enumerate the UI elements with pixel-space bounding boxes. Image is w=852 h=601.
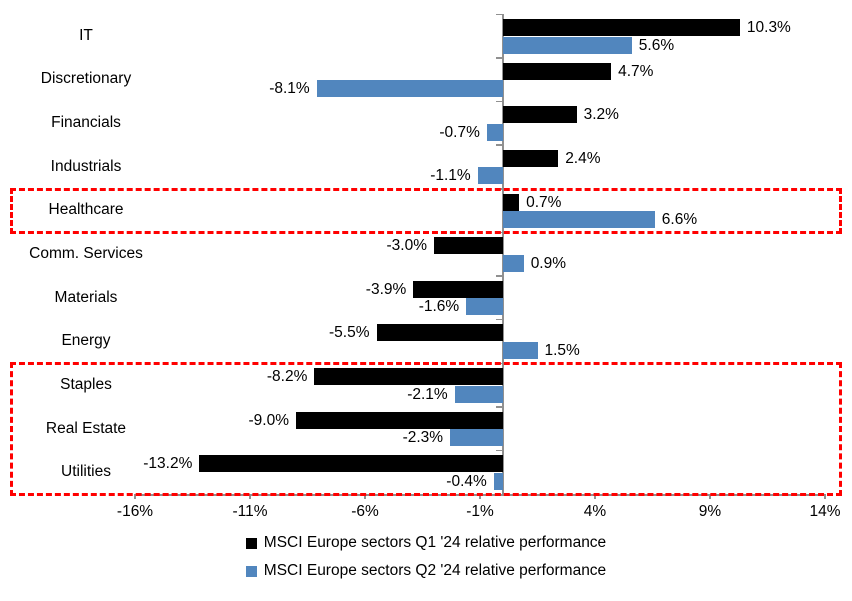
category-label: Financials [51, 114, 121, 132]
category-tick-mark [496, 188, 502, 190]
x-axis-tick-label: 14% [809, 503, 841, 520]
q1-bar [413, 280, 503, 298]
category-label: Staples [60, 375, 112, 393]
x-axis-tick-mark [709, 494, 711, 499]
x-axis-tick-label: -1% [466, 503, 494, 520]
category-label: Materials [54, 288, 118, 306]
category-tick-mark [496, 318, 502, 321]
category-tick-mark [496, 362, 502, 365]
q2-bar [454, 385, 503, 403]
category-label: IT [79, 26, 93, 44]
q2-value-label: 6.6% [661, 211, 698, 229]
q2-value-label: -1.6% [418, 298, 460, 316]
q1-bar [434, 237, 503, 255]
q2-bar [503, 211, 655, 229]
q2-bar [503, 36, 632, 54]
q1-value-label: -9.0% [248, 411, 290, 429]
q1-bar [503, 62, 612, 80]
q1-value-label: -3.0% [386, 237, 428, 255]
q1-value-label: 10.3% [746, 19, 791, 36]
x-axis-tick-mark [249, 494, 251, 499]
legend-swatch-q2-icon [245, 565, 257, 577]
q2-value-label: -0.7% [439, 123, 480, 141]
category-label: Energy [61, 332, 111, 350]
q1-bar [503, 19, 740, 36]
category-tick-mark [496, 231, 502, 234]
q2-bar [316, 80, 503, 98]
q2-value-label: -8.1% [269, 80, 310, 98]
q1-bar [199, 455, 503, 473]
q1-bar [376, 324, 503, 342]
q2-bar [486, 123, 503, 141]
q1-value-label: 4.7% [618, 62, 654, 80]
q1-value-label: 3.2% [583, 106, 619, 124]
legend-swatch-q1-icon [245, 537, 257, 549]
q2-bar [503, 254, 524, 272]
legend: MSCI Europe sectors Q1 '24 relative perf… [0, 534, 852, 580]
legend-item-q1: MSCI Europe sectors Q1 '24 relative perf… [245, 534, 607, 552]
category-tick-mark [496, 13, 502, 15]
q1-value-label: -13.2% [143, 455, 193, 473]
legend-label-q1: MSCI Europe sectors Q1 '24 relative perf… [263, 534, 607, 551]
category-tick-mark [496, 449, 502, 452]
q2-value-label: 0.9% [530, 254, 567, 272]
category-label: Comm. Services [29, 245, 143, 262]
category-tick-mark [496, 57, 502, 59]
q1-value-label: 2.4% [565, 149, 601, 167]
q1-value-label: -5.5% [329, 324, 370, 342]
q1-value-label: 0.7% [526, 193, 562, 211]
q2-value-label: -1.1% [430, 167, 471, 185]
q2-bar [477, 167, 503, 185]
category-label: Utilities [61, 463, 111, 481]
x-axis-tick-mark [134, 494, 136, 499]
q1-bar [296, 411, 503, 429]
q2-bar [493, 472, 503, 490]
category-tick-mark [496, 406, 502, 408]
q2-bar [450, 429, 503, 447]
x-axis-tick-label: -11% [232, 503, 268, 520]
q1-bar [503, 149, 559, 167]
x-axis-tick-label: 4% [583, 503, 607, 520]
category-label: Industrials [50, 157, 122, 175]
x-axis-tick-mark [479, 494, 481, 499]
x-axis-tick-label: -16% [116, 503, 154, 520]
q2-value-label: -0.4% [446, 472, 487, 490]
x-axis-tick-label: -6% [351, 503, 379, 520]
category-label: Real Estate [45, 419, 127, 437]
category-label: Discretionary [40, 70, 132, 88]
q1-value-label: -8.2% [266, 368, 308, 386]
x-axis-tick-label: 9% [698, 503, 722, 520]
x-axis-tick-mark [824, 494, 826, 499]
category-tick-mark [496, 144, 502, 146]
category-tick-mark [496, 100, 502, 103]
q1-bar [503, 106, 577, 124]
q2-bar [503, 341, 538, 359]
q2-value-label: 5.6% [638, 36, 675, 54]
legend-label-q2: MSCI Europe sectors Q2 '24 relative perf… [263, 562, 607, 579]
x-axis-tick-mark [364, 494, 366, 499]
q1-bar [314, 368, 503, 386]
category-tick-mark [496, 493, 502, 495]
q2-value-label: -2.3% [402, 429, 444, 447]
x-axis-tick-mark [594, 494, 596, 499]
q2-bar [466, 298, 503, 316]
category-tick-mark [496, 275, 502, 277]
q2-value-label: 1.5% [544, 341, 580, 359]
legend-item-q2: MSCI Europe sectors Q2 '24 relative perf… [245, 562, 607, 580]
q1-bar [503, 193, 520, 211]
category-label: Healthcare [48, 201, 124, 219]
q2-value-label: -2.1% [407, 385, 448, 403]
q1-value-label: -3.9% [365, 280, 407, 298]
